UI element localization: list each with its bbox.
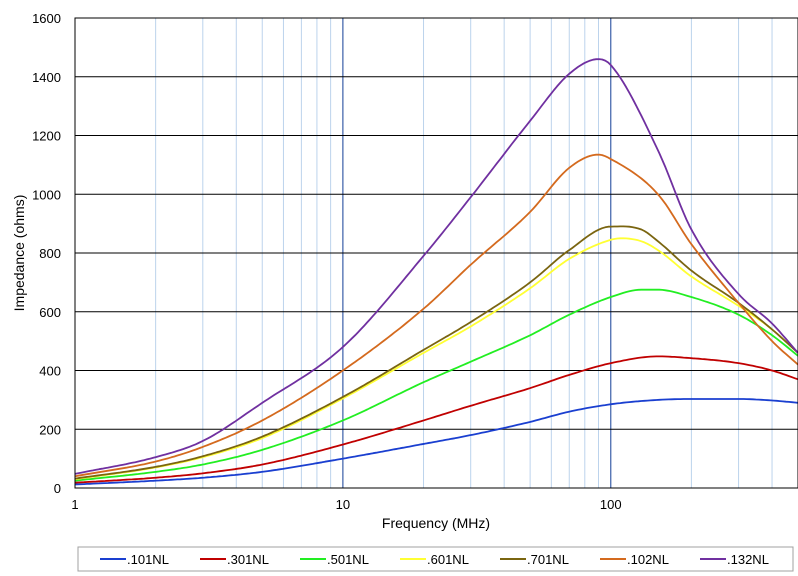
legend-label: .132NL xyxy=(727,552,769,567)
legend-box xyxy=(77,546,794,572)
y-tick-label: 200 xyxy=(39,422,61,437)
plot-area-border xyxy=(74,17,798,489)
legend-label: .301NL xyxy=(227,552,269,567)
legend-label: .102NL xyxy=(627,552,669,567)
x-axis-title: Frequency (MHz) xyxy=(382,515,490,531)
y-tick-label: 1000 xyxy=(32,187,61,202)
series-line-101nl xyxy=(74,398,798,486)
legend: .101NL .301NL .501NL .601NL .701NL .102NL .132… xyxy=(100,552,769,567)
legend-label: .701NL xyxy=(527,552,569,567)
x-tick-label: 1 xyxy=(71,497,78,512)
series-line-132nl xyxy=(74,58,798,475)
y-tick-label: 600 xyxy=(39,305,61,320)
series-line-301nl xyxy=(74,355,798,484)
legend-label: .501NL xyxy=(327,552,369,567)
legend-label: .101NL xyxy=(127,552,169,567)
y-tick-label: 800 xyxy=(39,246,61,261)
tick-labels: 0 200 400 600 800 1000 1200 1400 1600 1 10 100 xyxy=(32,11,622,512)
legend-label: .601NL xyxy=(427,552,469,567)
y-tick-label: 1600 xyxy=(32,11,61,26)
y-tick-label: 1400 xyxy=(32,70,61,85)
series-lines xyxy=(74,58,798,486)
x-tick-label: 100 xyxy=(600,497,622,512)
y-tick-label: 1200 xyxy=(32,129,61,144)
series-line-701nl xyxy=(74,225,798,480)
y-axis-title: Impedance (ohms) xyxy=(11,195,27,312)
x-tick-label: 10 xyxy=(336,497,350,512)
series-line-102nl xyxy=(74,153,798,478)
grid xyxy=(75,18,798,488)
series-line-501nl xyxy=(74,288,798,482)
y-tick-label: 0 xyxy=(54,481,61,496)
y-tick-label: 400 xyxy=(39,364,61,379)
